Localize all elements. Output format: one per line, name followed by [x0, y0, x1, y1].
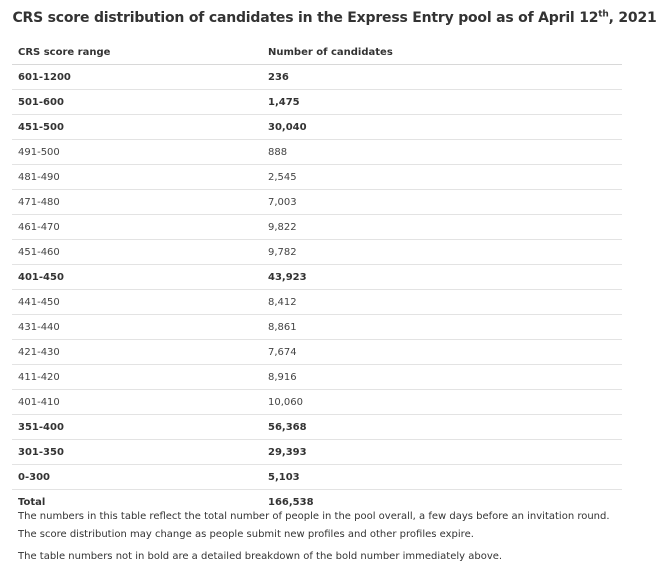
title-superscript: th — [598, 9, 609, 20]
score-range-cell: 461-470 — [18, 221, 60, 233]
candidate-count-cell: 9,782 — [268, 246, 297, 258]
score-range-cell: 451-460 — [18, 246, 60, 258]
table-row: 491-500 888 — [12, 140, 622, 165]
candidate-count-cell: 7,674 — [268, 346, 297, 358]
candidate-count-cell: 8,412 — [268, 296, 297, 308]
candidate-count-cell: 8,861 — [268, 321, 297, 333]
candidate-count-cell: 29,393 — [268, 446, 307, 458]
score-range-cell: 401-410 — [18, 396, 60, 408]
score-range-cell: 421-430 — [18, 346, 60, 358]
candidate-count-cell: 2,545 — [268, 171, 297, 183]
candidate-count-cell: 1,475 — [268, 96, 300, 108]
score-range-cell: 301-350 — [18, 446, 64, 458]
candidate-count-cell: 30,040 — [268, 121, 307, 133]
note-2: The score distribution may change as peo… — [18, 529, 474, 540]
table-row: 301-350 29,393 — [12, 440, 622, 465]
table-row: 401-450 43,923 — [12, 265, 622, 290]
table-notes: The numbers in this table reflect the to… — [18, 508, 658, 566]
table-row: 0-300 5,103 — [12, 465, 622, 490]
candidate-count-cell: 5,103 — [268, 471, 300, 483]
candidate-count-cell: 56,368 — [268, 421, 307, 433]
candidate-count-cell: 9,822 — [268, 221, 297, 233]
score-range-cell: 441-450 — [18, 296, 60, 308]
score-range-cell: 401-450 — [18, 271, 64, 283]
table-total-row: Total 166,538 — [12, 490, 622, 514]
score-range-cell: 431-440 — [18, 321, 60, 333]
table-row: 481-490 2,545 — [12, 165, 622, 190]
table-row: 601-1200 236 — [12, 65, 622, 90]
table-body: 601-1200 236 501-600 1,475 451-500 30,040 491-… — [12, 65, 622, 490]
score-range-cell: 601-1200 — [18, 71, 71, 83]
candidate-count-cell: 43,923 — [268, 271, 307, 283]
score-range-cell: 481-490 — [18, 171, 60, 183]
title-main: CRS score distribution of candidates in … — [12, 10, 599, 26]
score-range-cell: 471-480 — [18, 196, 60, 208]
candidate-count-cell: 888 — [268, 146, 288, 158]
candidate-count-cell: 8,916 — [268, 371, 297, 383]
table-row: 401-410 10,060 — [12, 390, 622, 415]
table-row: 421-430 7,674 — [12, 340, 622, 365]
crs-distribution-table: CRS score range Number of candidates 601… — [12, 40, 622, 514]
table-row: 451-460 9,782 — [12, 240, 622, 265]
page-title: CRS score distribution of candidates in … — [0, 10, 669, 26]
candidate-count-cell: 236 — [268, 71, 289, 83]
table-row: 471-480 7,003 — [12, 190, 622, 215]
score-range-cell: 0-300 — [18, 471, 50, 483]
table-row: 461-470 9,822 — [12, 215, 622, 240]
candidate-count-cell: 7,003 — [268, 196, 297, 208]
table-row: 351-400 56,368 — [12, 415, 622, 440]
note-1: The numbers in this table reflect the to… — [18, 511, 610, 522]
table-row: 441-450 8,412 — [12, 290, 622, 315]
note-3: The table numbers not in bold are a deta… — [18, 551, 503, 562]
score-range-cell: 411-420 — [18, 371, 60, 383]
title-tail: , 2021 — [608, 10, 657, 26]
table-row: 451-500 30,040 — [12, 115, 622, 140]
score-range-cell: 491-500 — [18, 146, 60, 158]
table-row: 431-440 8,861 — [12, 315, 622, 340]
candidate-count-cell: 10,060 — [268, 396, 303, 408]
table-row: 501-600 1,475 — [12, 90, 622, 115]
total-label: Total — [18, 496, 46, 508]
total-count: 166,538 — [268, 496, 314, 508]
score-range-cell: 501-600 — [18, 96, 64, 108]
header-score-range: CRS score range — [18, 46, 111, 58]
table-row: 411-420 8,916 — [12, 365, 622, 390]
score-range-cell: 351-400 — [18, 421, 64, 433]
header-number-of-candidates: Number of candidates — [268, 46, 393, 58]
score-range-cell: 451-500 — [18, 121, 64, 133]
table-header: CRS score range Number of candidates — [12, 40, 622, 65]
